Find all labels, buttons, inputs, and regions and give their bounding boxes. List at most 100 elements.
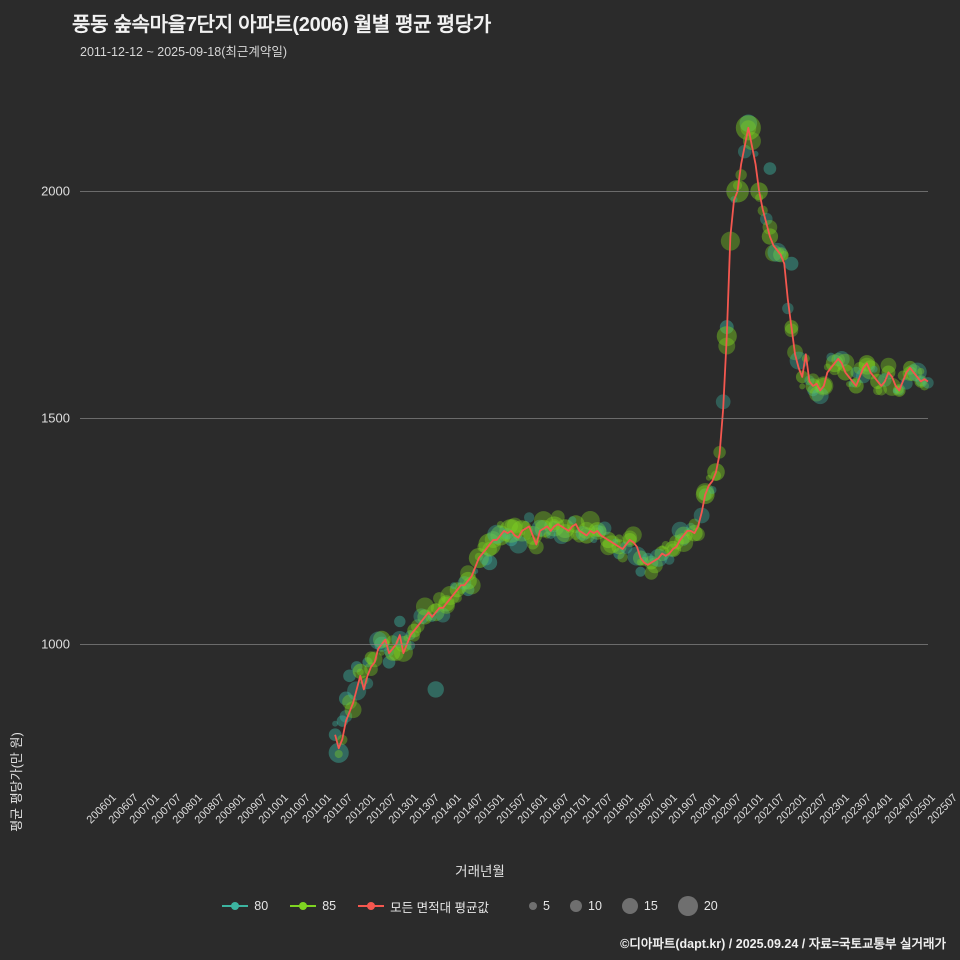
data-point [902,366,918,381]
data-point [450,582,458,590]
data-point [691,527,705,542]
data-point [526,536,539,550]
data-point [551,510,565,524]
data-point [334,749,343,759]
data-point [708,485,717,495]
data-point [765,244,782,262]
data-point [619,541,633,554]
data-point [524,512,535,523]
data-point [677,534,690,546]
data-point [613,547,625,560]
data-point [595,525,607,538]
data-point [435,607,451,623]
data-point [504,519,518,534]
legend-item-80[interactable]: 80 [222,899,268,913]
data-point [438,596,455,614]
data-point [482,555,498,571]
legend-swatch-icon [290,902,317,910]
scatter-series-density [332,120,934,759]
data-point [870,365,878,373]
data-point [875,384,887,396]
y-axis-tick-label: 2000 [41,183,70,199]
data-point [696,483,715,502]
data-point [430,603,441,614]
data-point [328,742,349,763]
data-point [546,529,556,540]
data-point [382,655,396,669]
size-legend-dot-icon [570,900,582,912]
data-point [578,521,596,539]
data-point [659,545,666,552]
data-point [440,586,460,606]
data-point [739,114,758,133]
data-point [352,663,368,679]
data-point [553,528,570,545]
legend-swatch-icon [222,902,249,910]
data-point [833,351,850,367]
gridline [80,417,928,419]
data-point [597,521,612,536]
data-point [413,608,430,625]
chart-canvas [328,114,934,763]
data-point [543,531,551,539]
data-point [362,657,373,668]
size-legend-label: 5 [543,899,550,913]
x-axis-ticks: 200601 200607 200701 200707 200801 200807 2009… [80,786,960,856]
data-point [548,518,561,531]
y-axis-label: 평균 평당가(만 원) [9,732,24,832]
data-point [531,519,549,537]
gridline [80,191,928,193]
data-point [343,669,356,683]
size-legend-dot-icon [529,902,538,910]
data-point [763,162,777,175]
data-point [614,534,624,543]
y-axis-tick-label: 1000 [41,636,70,652]
data-point [580,511,600,531]
legend-label: 85 [322,899,337,913]
y-axis-tick-label: 1500 [41,410,70,426]
data-point [350,661,363,673]
data-point [405,641,416,651]
data-point [807,384,819,397]
legend-label: 80 [254,899,269,913]
data-point [737,144,752,159]
data-point [570,529,582,540]
size-legend-dot-icon [677,896,698,916]
data-point [452,593,462,603]
data-point [427,681,444,698]
data-point [855,368,871,384]
data-point [674,532,694,552]
legend-label: 모든 면적대 평균값 [390,900,490,915]
legend-item-모든 면적대 평균값[interactable]: 모든 면적대 평균값 [358,897,489,916]
data-point [509,535,528,554]
size-legend-dot-icon [621,898,638,914]
data-point [826,352,836,362]
data-point [356,668,364,676]
data-point [762,219,778,235]
data-point [533,511,554,531]
scatter-series-80 [328,114,926,763]
data-point [799,383,806,390]
data-point [880,357,897,374]
legend-item-85[interactable]: 85 [290,899,336,913]
average-line [334,126,929,750]
chart-legend: 80 85 모든 면적대 평균값 5 10 15 20 [0,896,960,916]
data-point [664,554,675,565]
page-title: 풍동 숲속마을7단지 아파트(2006) 월별 평균 평당가 [72,14,491,36]
data-point [617,552,628,563]
data-point [705,474,712,481]
size-legend-item-20: 20 [677,896,718,916]
data-point [917,367,925,375]
legend-swatch-icon [358,902,385,910]
data-point [332,720,339,727]
data-point [425,615,432,622]
data-point [846,381,852,387]
data-point [415,597,434,616]
subtitle: 2011-12-12 ~ 2025-09-18(최근계약일) [80,45,288,59]
size-legend-label: 15 [643,899,658,913]
data-point [644,566,659,580]
data-point [433,592,446,605]
data-point [624,526,642,544]
size-legend-label: 10 [588,899,602,913]
